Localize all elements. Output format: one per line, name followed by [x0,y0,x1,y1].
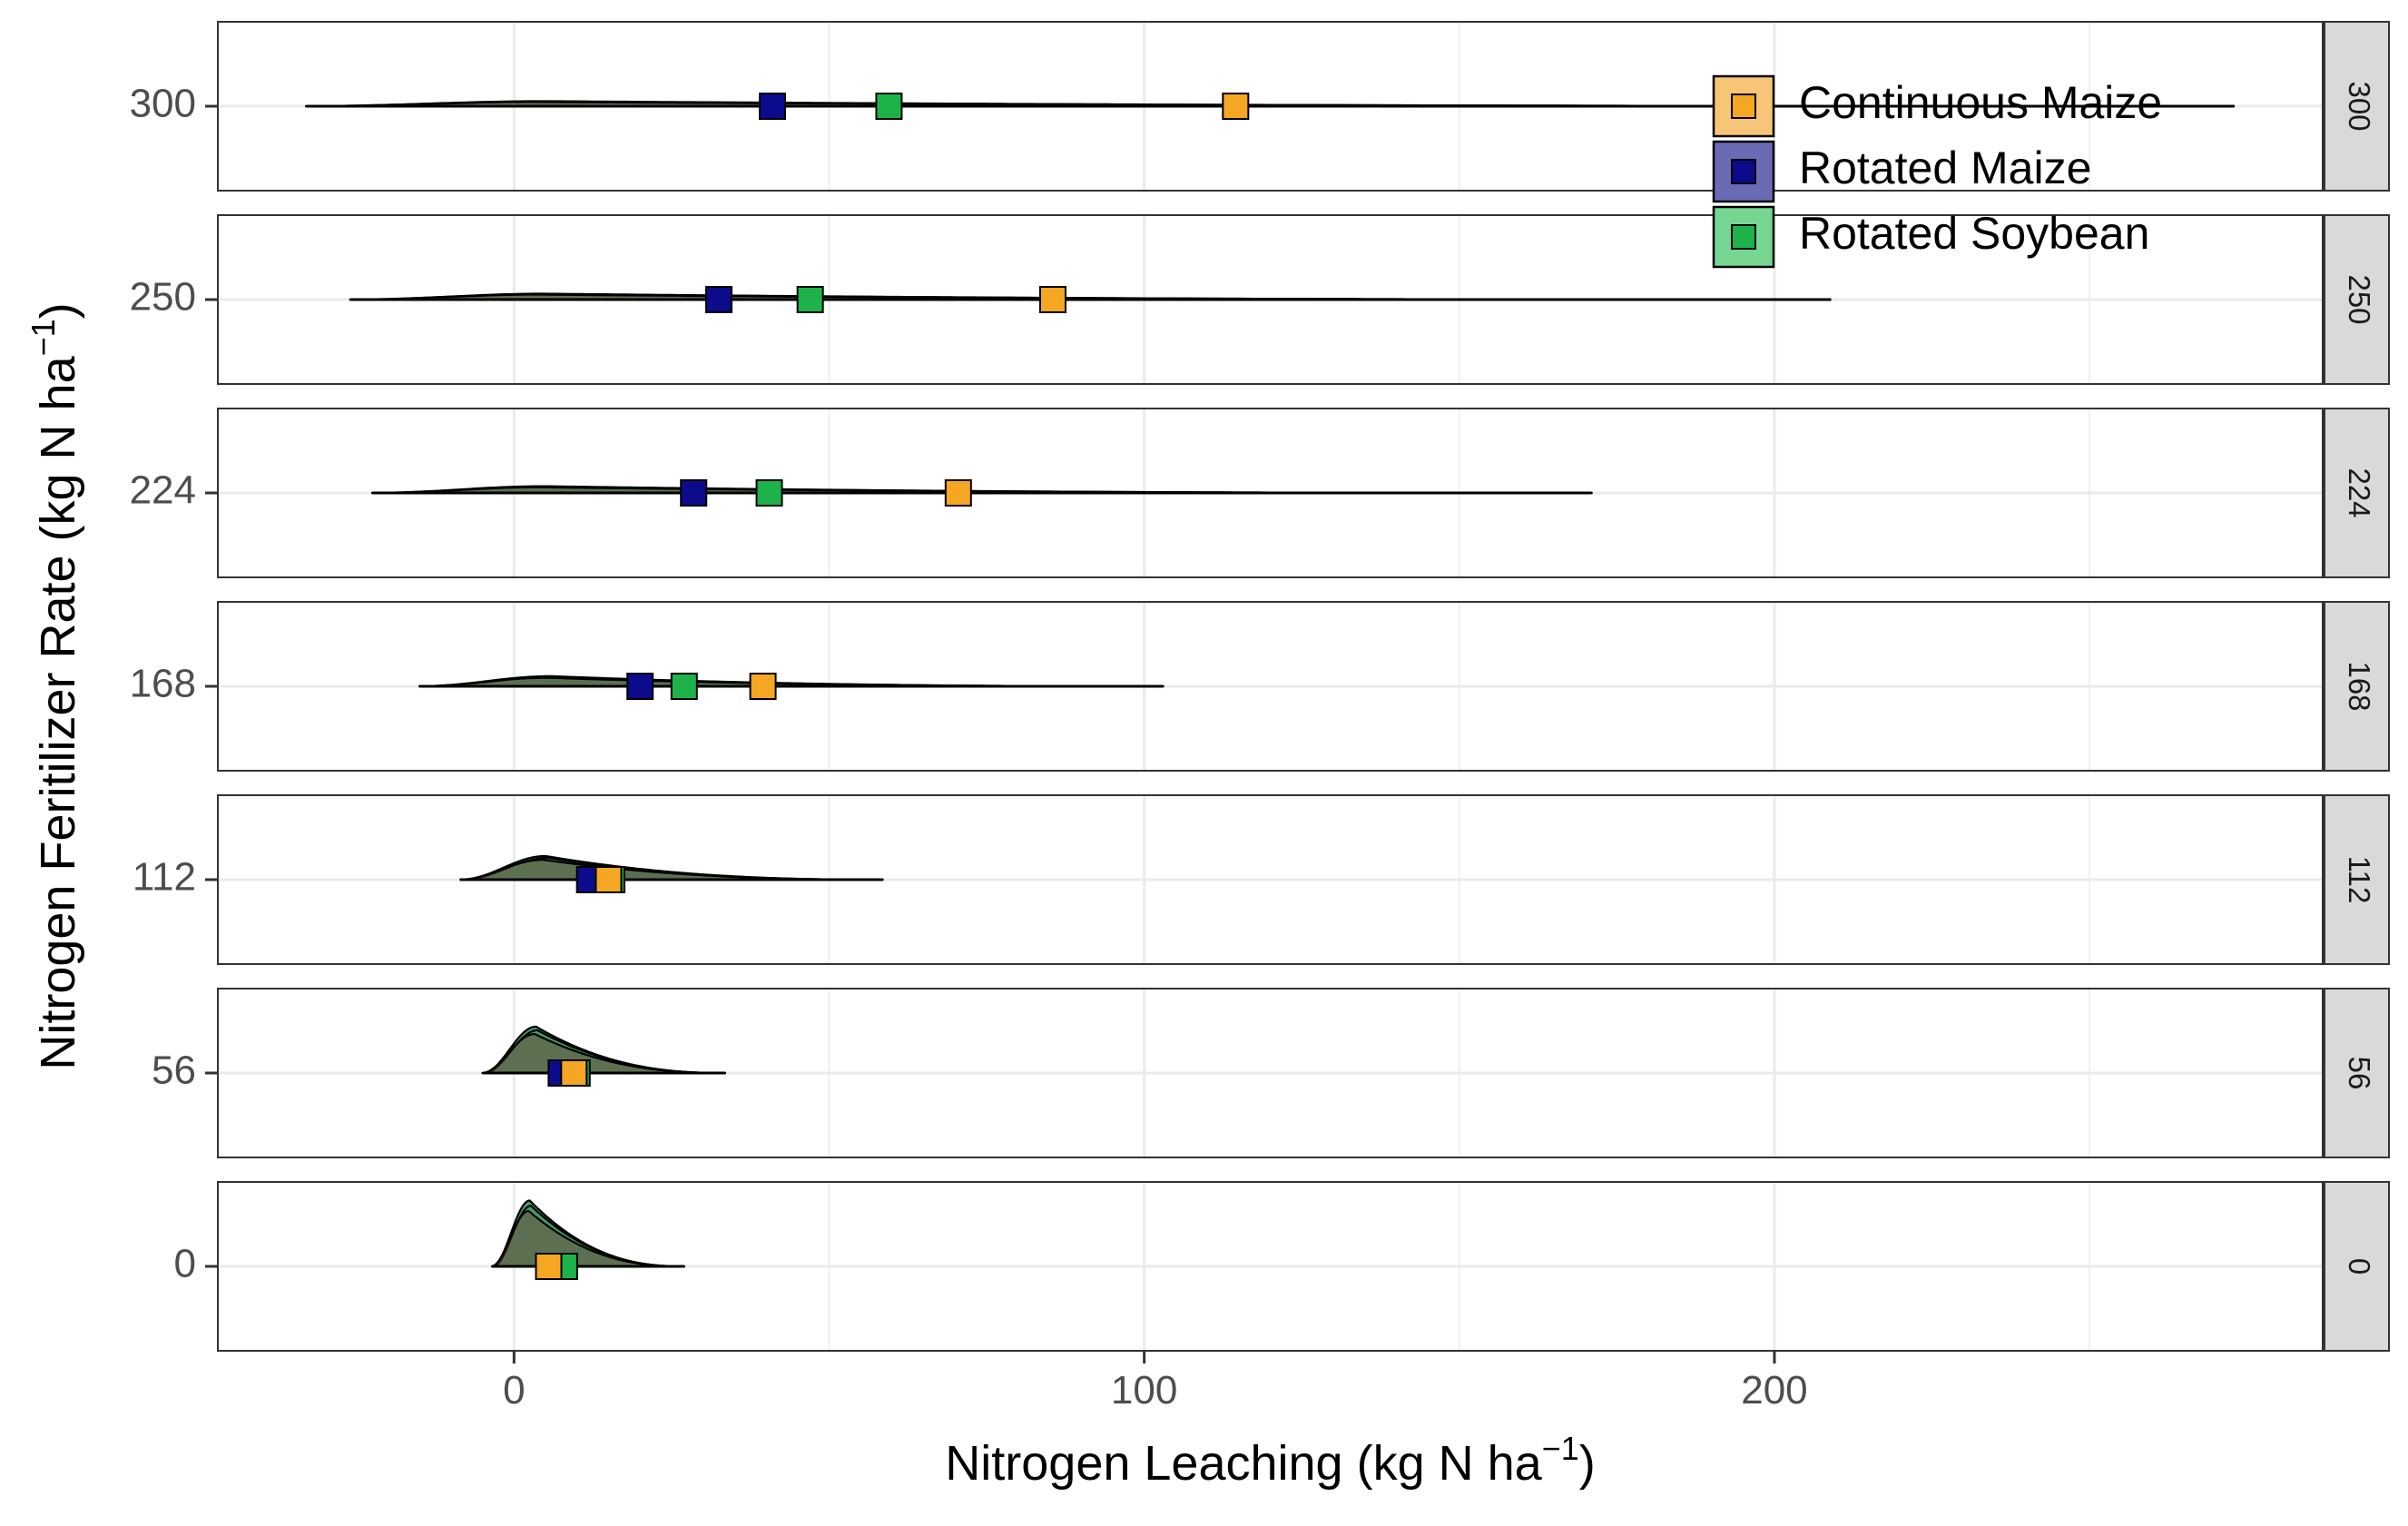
mean-marker-rotated-soybean [670,673,698,700]
mean-marker-rotated-maize [704,286,732,313]
mean-marker-continuous-maize [1038,286,1066,313]
mean-marker-rotated-soybean [875,93,903,120]
x-tick-label: 100 [1111,1368,1177,1413]
facet-strip [2324,1181,2390,1352]
strip-layer: 300 250 224 168 112 56 0 [2324,21,2390,1352]
mean-marker-rotated-soybean [796,286,824,313]
legend-key-marker [1731,94,1756,119]
facet-strip-label: 300 [2343,81,2376,131]
mean-marker-rotated-maize [680,479,708,507]
legend-key [1712,74,1775,138]
y-tick-label: 224 [130,468,196,513]
mean-marker-continuous-maize [749,673,777,700]
facet-strip [2324,794,2390,965]
facet-strip-label: 250 [2343,274,2376,324]
facet-strip-label: 56 [2343,1057,2376,1090]
x-tick-label: 200 [1741,1368,1807,1413]
facet-strip [2324,21,2390,192]
mean-marker-rotated-maize [626,673,654,700]
mean-marker-continuous-maize [535,1253,563,1280]
density-layer [305,100,2235,1268]
facet-strip-label: 0 [2343,1258,2376,1275]
x-axis-title: Nitrogen Leaching (kg N ha−1) [945,1430,1595,1491]
y-axis-title: Nitrogen Feritilizer Rate (kg N ha−1) [25,302,85,1069]
facet-strip-label: 224 [2343,468,2376,517]
mean-marker-continuous-maize [560,1059,588,1087]
mean-marker-continuous-maize [595,866,623,893]
y-tick-label: 168 [130,662,196,706]
facet-strip-label: 168 [2343,661,2376,711]
facet-strip [2324,214,2390,385]
axis-layer: 300 250 224 168 112 56 0 0 100 200 Nitrogen Leachi… [25,82,1808,1491]
x-tick-label: 0 [503,1368,525,1413]
legend-label: Continuous Maize [1799,77,2162,128]
legend-key [1712,205,1775,269]
legend-label: Rotated Soybean [1799,208,2149,259]
mean-marker-rotated-maize [758,93,786,120]
y-tick-label: 112 [133,855,196,900]
marker-layer [535,93,1250,1280]
y-tick-label: 56 [152,1049,196,1093]
legend-label: Rotated Maize [1799,143,2091,193]
legend-key-marker [1731,159,1756,184]
facet-strip-label: 112 [2343,856,2376,904]
mean-marker-continuous-maize [944,479,972,507]
y-tick-label: 0 [174,1242,196,1286]
legend-key-marker [1731,224,1756,250]
mean-marker-continuous-maize [1222,93,1250,120]
y-tick-label: 250 [130,275,196,320]
mean-marker-rotated-soybean [755,479,783,507]
y-tick-label: 300 [130,82,196,126]
facet-strip [2324,601,2390,772]
legend-layer: Continuous Maize Rotated Maize Rotated Soy… [1712,74,2162,269]
facet-strip [2324,408,2390,578]
facet-strip [2324,988,2390,1158]
